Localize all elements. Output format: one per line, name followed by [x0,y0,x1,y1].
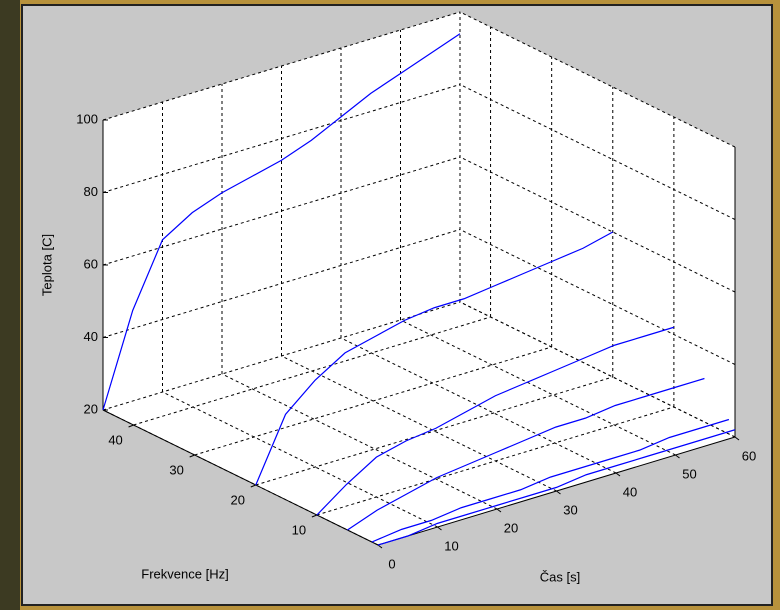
y-tick-label: 40 [108,432,122,447]
z-axis-label: Teplota [C] [39,234,54,296]
grid-line [102,11,461,121]
data-line [371,418,730,543]
x-tick-label: 10 [444,538,458,553]
z-tick-label: 80 [84,184,98,199]
tick-mark [556,490,561,495]
y-tick-label: 20 [231,492,245,507]
z-tick-label: 100 [76,111,98,126]
x-tick-label: 50 [682,466,696,481]
tick-mark [377,544,383,549]
grid-line [316,406,675,516]
tick-mark [311,514,318,518]
grid-line [102,229,461,338]
x-axis-label: Čas [s] [540,569,580,584]
data-line [347,377,705,531]
axes: 0 10 20 30 40 50 60 10 20 30 40 20 40 60 80 100 [76,11,756,571]
tick-mark [189,454,195,458]
z-tick-label: 20 [84,401,98,416]
y-tick-label: 30 [169,462,183,477]
tick-mark [437,526,442,531]
data-line [316,326,675,516]
y-axis-line [102,409,379,546]
tick-mark [496,508,502,513]
y-tick-label: 10 [292,522,306,537]
axes-background [103,12,735,545]
y-axis-label: Frekvence [Hz] [141,566,228,581]
data-line [377,429,736,546]
grid-line [194,346,552,456]
grid-line [102,301,461,411]
tick-mark [615,472,621,477]
x-tick-label: 30 [563,502,577,517]
tick-mark [128,424,134,428]
grid-line [255,376,613,486]
tick-mark [675,454,680,459]
tick-mark [250,484,256,488]
x-tick-label: 0 [388,556,395,571]
x-tick-label: 40 [623,484,637,499]
grid-line [102,156,461,266]
tick-mark [734,436,740,441]
grid-line [102,84,461,193]
data-line [255,231,614,486]
x-tick-label: 60 [742,448,756,463]
x-tick-label: 20 [504,520,518,535]
grid-line [133,316,491,426]
data-line [102,33,461,411]
z-tick-label: 40 [84,329,98,344]
z-tick-label: 60 [84,256,98,271]
left-strip [0,0,20,610]
